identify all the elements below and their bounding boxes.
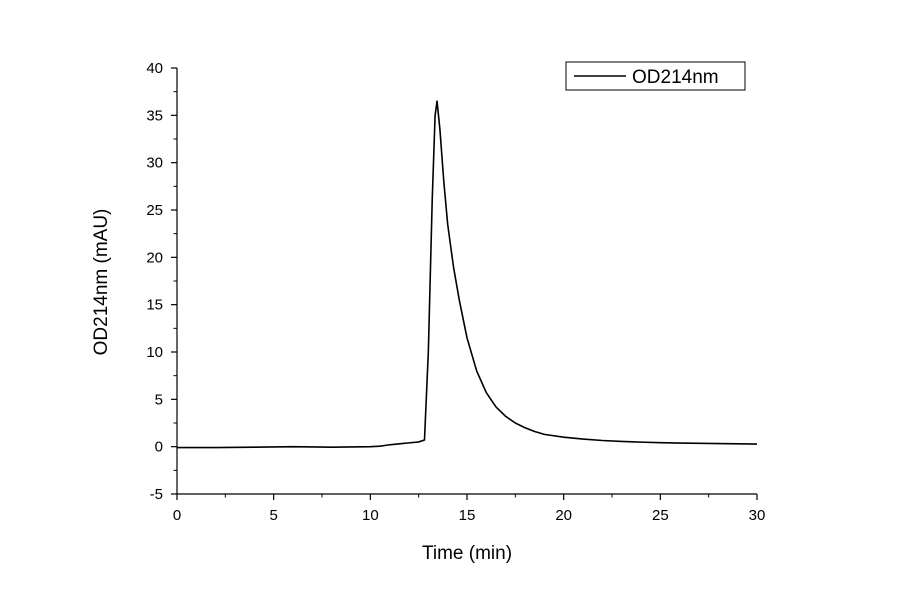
x-tick-label: 15 [459, 507, 476, 524]
y-tick-label: 20 [146, 249, 163, 266]
legend-label: OD214nm [632, 67, 719, 88]
y-tick-label: 15 [146, 297, 163, 314]
series-line-od214nm [177, 100, 758, 449]
y-tick-label: 0 [155, 439, 163, 456]
y-tick-label: 30 [146, 155, 163, 172]
y-axis-title: OD214nm (mAU) [91, 209, 112, 356]
x-tick-label: 20 [555, 507, 572, 524]
axes [176, 68, 757, 495]
y-tick-label: 35 [146, 107, 163, 124]
x-axis-title: Time (min) [422, 543, 512, 564]
x-tick-label: 30 [749, 507, 766, 524]
x-tick-label: 5 [269, 507, 277, 524]
x-tick-label: 25 [652, 507, 669, 524]
y-tick-label: 40 [146, 60, 163, 77]
y-tick-label: -5 [150, 486, 163, 503]
ticks: 0 5 10 15 20 25 30 -5 0 5 10 15 20 25 30 35 40 [146, 60, 765, 524]
legend: OD214nm [565, 61, 746, 91]
y-tick-label: 25 [146, 202, 163, 219]
x-tick-label: 10 [362, 507, 379, 524]
x-tick-label: 0 [173, 507, 181, 524]
y-tick-label: 5 [155, 391, 163, 408]
series-layer [177, 100, 758, 449]
y-tick-label: 10 [146, 344, 163, 361]
